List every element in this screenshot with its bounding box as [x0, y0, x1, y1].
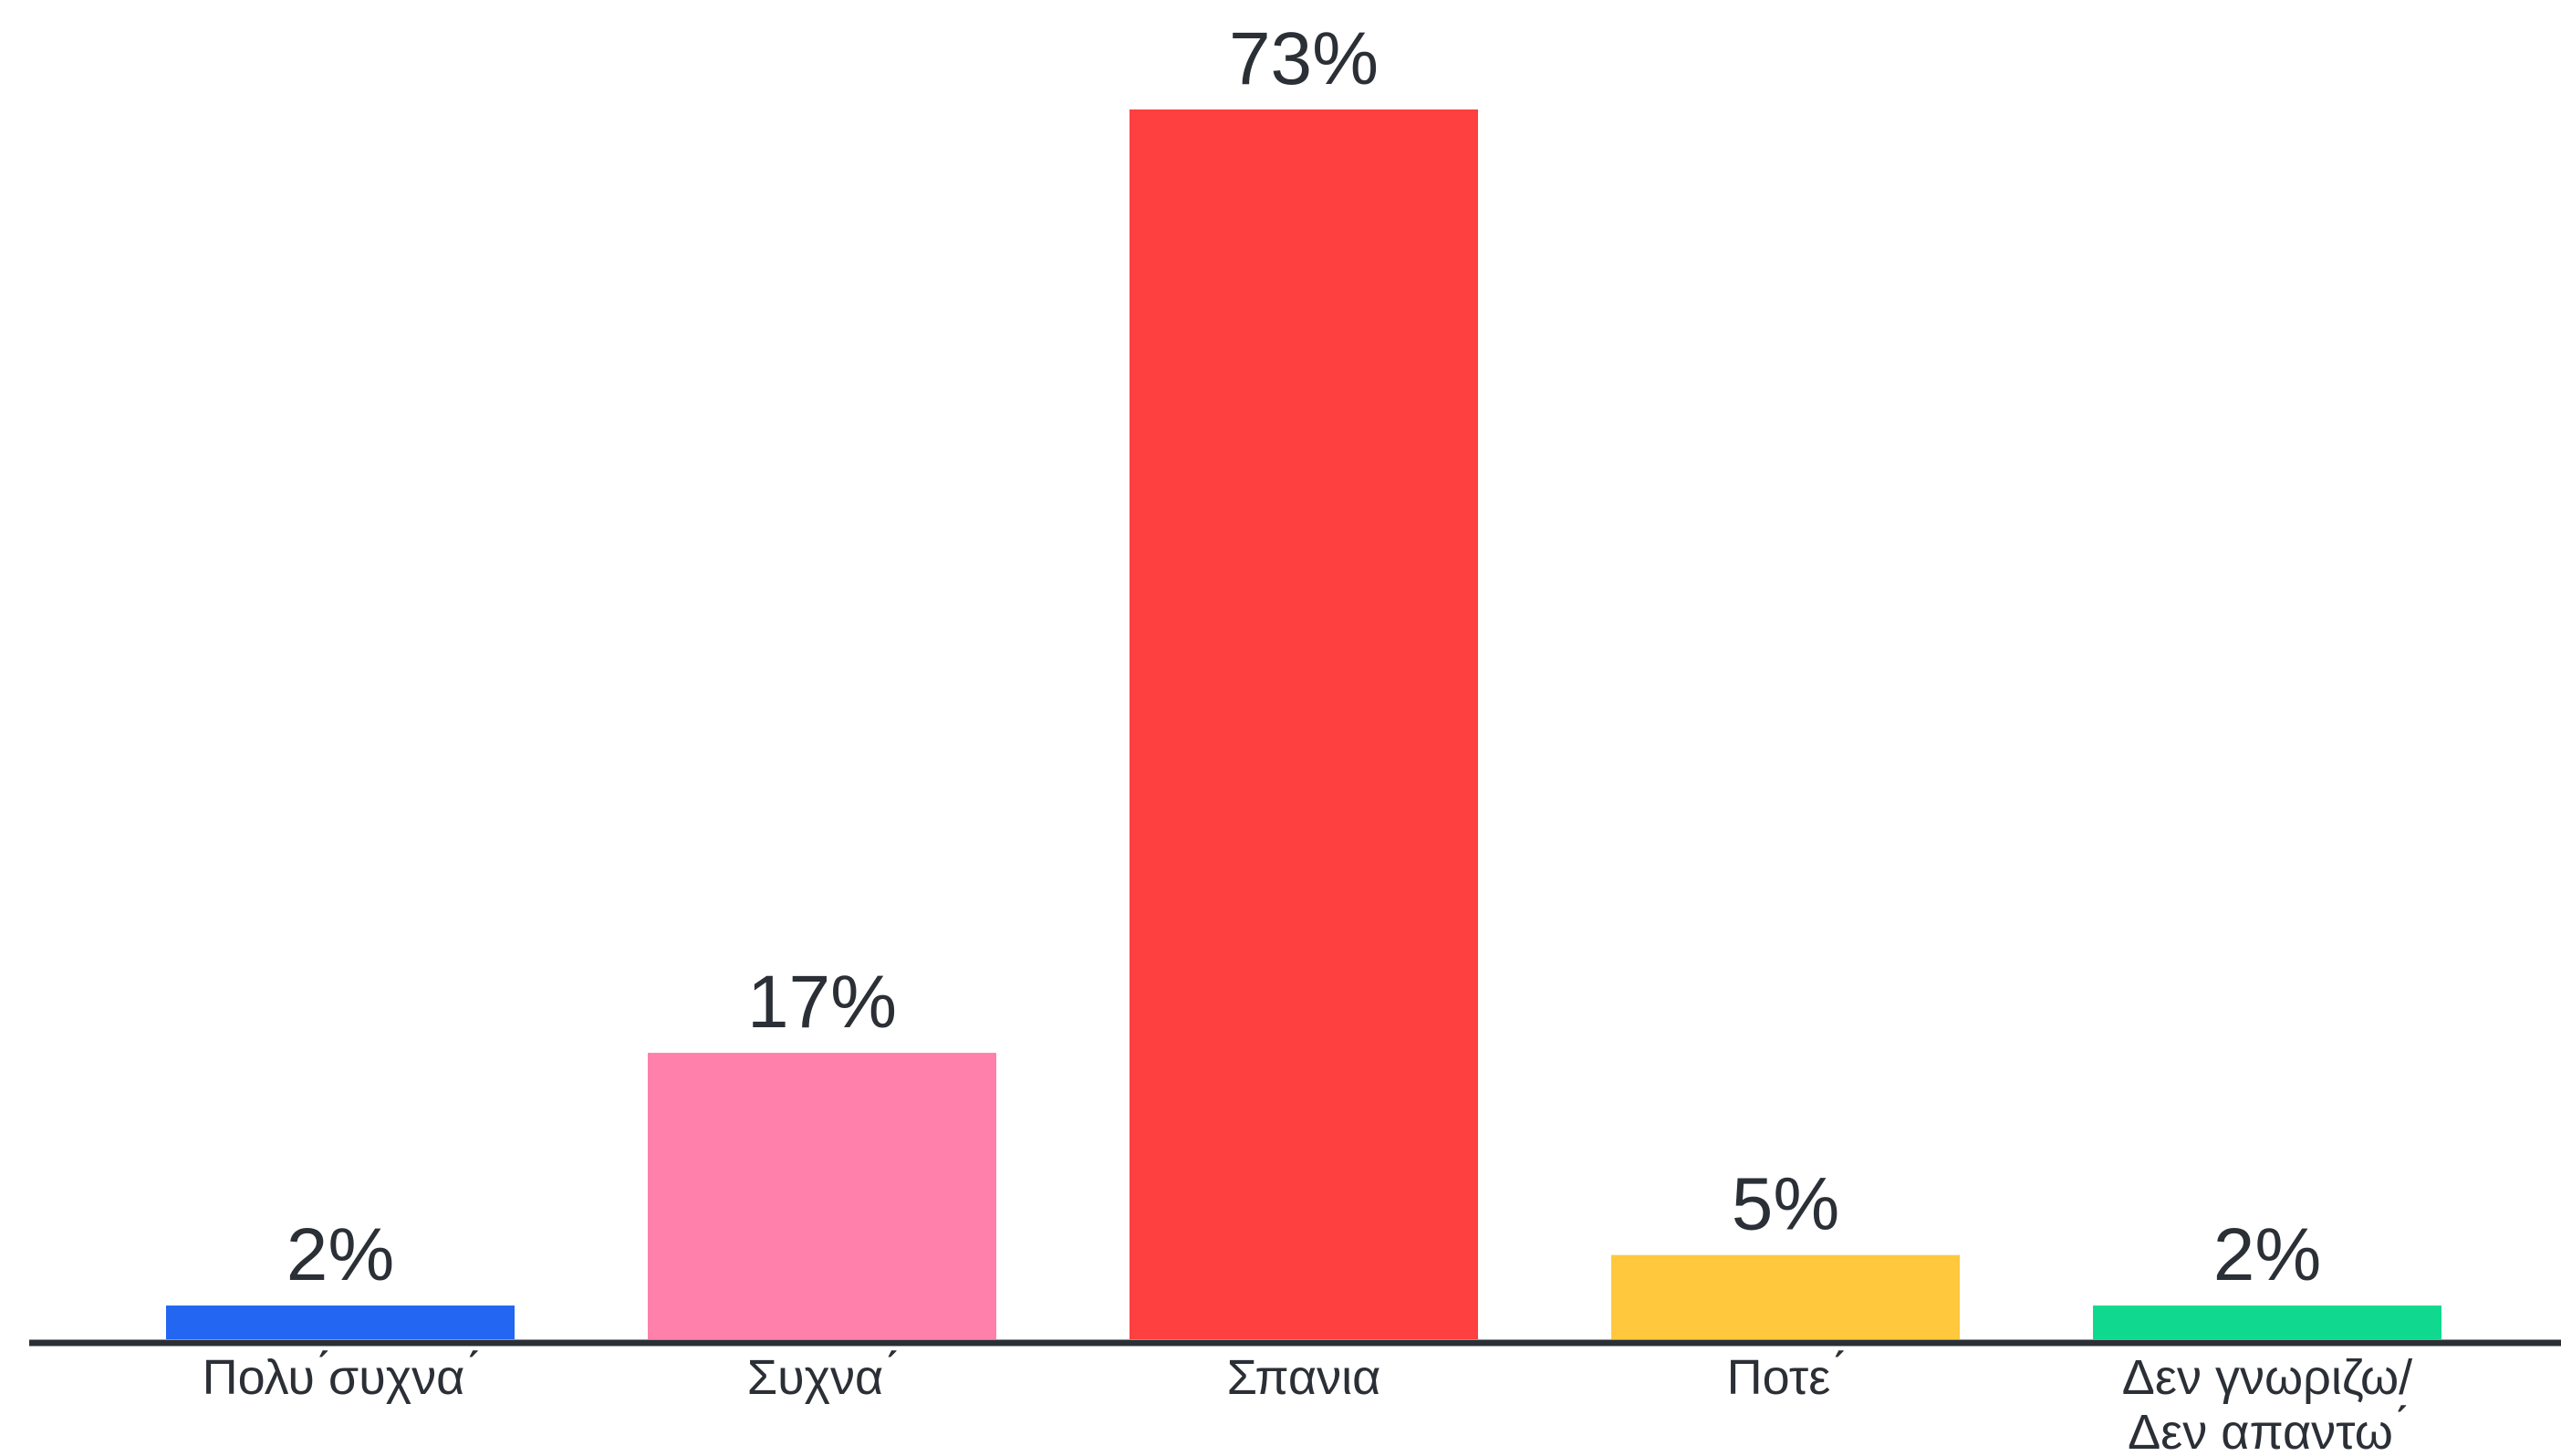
x-tick-label: Συχνα ́: [747, 1349, 897, 1405]
x-tick-label: Δεν γνωριζω/Δεν απαντω ́: [2122, 1350, 2412, 1456]
bar: [648, 1053, 996, 1339]
bar-value-label: 17%: [747, 961, 897, 1044]
bar: [166, 1305, 515, 1339]
bar-value-label: 73%: [1229, 17, 1379, 100]
value-labels-group: 2% 17% 73% 5% 2%: [286, 17, 2322, 1296]
bar: [2093, 1305, 2441, 1339]
x-tick-label: Ποτε ́: [1727, 1349, 1845, 1405]
x-tick-label: Σπανια: [1227, 1350, 1381, 1405]
x-tick-label-line: Δεν απαντω ́: [2128, 1404, 2407, 1456]
x-tick-label: Πολυ ́συχνα ́: [203, 1349, 479, 1405]
x-tick-label-line: Δεν γνωριζω/: [2122, 1350, 2412, 1405]
bar-value-label: 2%: [286, 1213, 395, 1296]
x-tick-label-line: Σπανια: [1227, 1350, 1381, 1405]
x-tick-label-line: Συχνα ́: [747, 1349, 897, 1405]
bar-value-label: 5%: [1732, 1163, 1840, 1246]
x-tick-label-line: Πολυ ́συχνα ́: [203, 1349, 479, 1405]
bars-group: [166, 109, 2441, 1339]
x-tick-labels-group: Πολυ ́συχνα ́ Συχνα ́ Σπανια Ποτε ́ Δεν γνωρ…: [203, 1349, 2413, 1456]
bar: [1611, 1254, 1960, 1339]
bar: [1130, 109, 1478, 1339]
bar-value-label: 2%: [2213, 1213, 2322, 1296]
x-tick-label-line: Ποτε ́: [1727, 1349, 1845, 1405]
